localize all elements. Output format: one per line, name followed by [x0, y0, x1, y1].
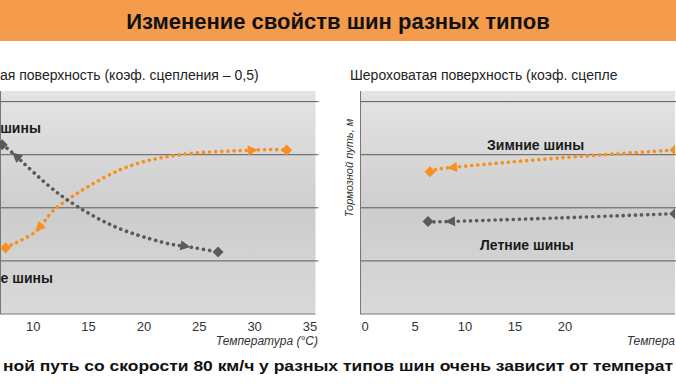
- arrowhead: [248, 146, 258, 156]
- chart-subtitle: Шероховатая поверхность (коэф. сцепле: [350, 67, 618, 83]
- x-axis-label: Температура (°C): [216, 334, 318, 348]
- x-tick-label: 5: [411, 319, 418, 334]
- x-tick-label: 20: [137, 319, 151, 334]
- chart-0: 10 15 20 25 30 35 ая поверхность (коэф. сцепле…: [0, 67, 318, 348]
- series-label: Зимние шины: [487, 137, 584, 153]
- x-tick-label: 20: [558, 319, 572, 334]
- figure: Изменение свойств шин разных типов 10 15 20…: [0, 0, 676, 390]
- background: [0, 0, 676, 390]
- data-point: [0, 139, 8, 150]
- grid-line: [360, 101, 676, 102]
- series-label: Летние шины: [480, 237, 574, 253]
- plot-data: [0, 139, 292, 257]
- series-line: [430, 150, 675, 172]
- x-axis-line: [360, 314, 675, 315]
- x-tick-label: 15: [508, 319, 522, 334]
- series-line: [428, 214, 675, 222]
- x-tick-label: 10: [458, 319, 472, 334]
- grid-line: [360, 260, 676, 261]
- arrowhead: [12, 153, 23, 163]
- x-tick-label: 25: [192, 319, 206, 334]
- page-title: Изменение свойств шин разных типов: [126, 9, 550, 34]
- grid-line: [360, 154, 676, 155]
- grid-line: [0, 260, 319, 261]
- y-axis-label: Тормозной путь, м: [343, 118, 355, 217]
- data-point: [425, 166, 436, 177]
- grid-line: [0, 154, 319, 155]
- arrowhead: [180, 240, 191, 250]
- x-tick-label: 15: [81, 319, 95, 334]
- data-point: [281, 144, 292, 155]
- grid-line: [360, 207, 676, 208]
- title-band: [0, 0, 676, 41]
- chart-subtitle: ая поверхность (коэф. сцепления – 0,5): [0, 67, 259, 83]
- x-tick-label: 10: [26, 319, 40, 334]
- caption: ной путь со скорости 80 км/ч у разных ти…: [3, 357, 673, 374]
- x-tick-label: 35: [303, 319, 317, 334]
- series-label: е шины: [1, 270, 53, 286]
- data-point: [670, 144, 676, 155]
- arrowhead: [447, 162, 457, 172]
- series-line: [2, 145, 218, 252]
- chart-1: 0 5 10 15 20 Шероховатая поверхность (коэф. с…: [343, 67, 676, 348]
- data-point: [0, 242, 11, 253]
- data-point: [213, 246, 224, 257]
- x-tick-label: 0: [361, 319, 368, 334]
- grid-line: [0, 101, 319, 102]
- arrowhead: [35, 221, 45, 232]
- plot-background: [0, 91, 316, 314]
- arrowhead: [445, 216, 455, 226]
- plot-data: [423, 144, 676, 227]
- x-tick-label: 30: [247, 319, 261, 334]
- x-axis-line: [0, 314, 316, 315]
- data-point: [670, 208, 676, 219]
- y-axis-line: [360, 91, 361, 314]
- x-axis-label: Темпера: [627, 334, 676, 348]
- plot-background: [360, 91, 675, 314]
- series-line: [6, 150, 287, 248]
- data-point: [423, 216, 434, 227]
- grid-line: [0, 207, 319, 208]
- series-label: шины: [0, 120, 41, 136]
